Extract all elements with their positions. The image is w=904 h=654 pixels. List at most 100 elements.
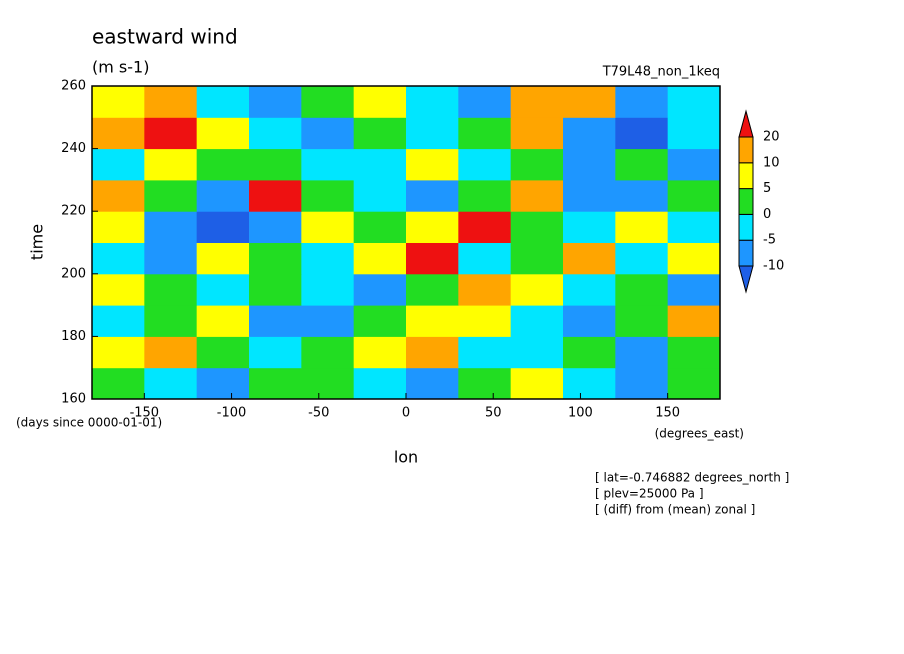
field-cell <box>615 242 669 275</box>
y-axis-label: time <box>28 224 47 260</box>
colorbar-label: 10 <box>763 155 780 170</box>
field-cell <box>92 179 145 212</box>
field-cell <box>615 117 669 150</box>
colorbar-label: 20 <box>763 130 780 145</box>
field-cell <box>458 273 512 306</box>
field-cell <box>144 148 198 181</box>
field-cell <box>406 86 459 118</box>
y-tick-label: 240 <box>61 141 86 156</box>
field-cell <box>249 305 302 337</box>
field-cell <box>667 117 721 150</box>
field-cell <box>249 273 302 306</box>
field-cell <box>563 211 616 243</box>
field-cell <box>510 305 564 337</box>
field-cell <box>510 86 564 118</box>
field-cell <box>196 242 250 275</box>
field-cell <box>92 305 145 337</box>
field-cell <box>144 179 198 212</box>
x-tick-label: 100 <box>568 406 593 421</box>
field-cell <box>196 367 250 400</box>
field-cell <box>510 148 564 181</box>
field-cell <box>92 148 145 181</box>
field-cell <box>92 86 145 118</box>
x-tick-label: -150 <box>130 406 160 421</box>
field-cell <box>249 336 302 369</box>
field-cell <box>249 242 302 275</box>
field-cell <box>615 86 669 118</box>
field-cell <box>667 367 721 400</box>
field-cell <box>196 117 250 150</box>
field-cell <box>249 148 302 181</box>
field-cell <box>144 117 198 150</box>
x-tick-label: 50 <box>485 406 502 421</box>
field-cell <box>301 86 355 118</box>
field-cell <box>92 336 145 369</box>
colorbar-segment <box>738 136 754 164</box>
dataset-label: T79L48_non_1keq <box>602 65 720 80</box>
field-cell <box>510 242 564 275</box>
field-cell <box>353 273 407 306</box>
field-cell <box>301 117 355 150</box>
field-cell <box>196 86 250 118</box>
field-cell <box>92 273 145 306</box>
field-cell <box>196 211 250 243</box>
colorbar-segment <box>738 162 754 190</box>
field-cell <box>92 211 145 243</box>
field-cell <box>196 148 250 181</box>
axes: -150 -100 -50 0 50 100 150160180200220240260-1… <box>61 79 784 421</box>
field-cell <box>353 117 407 150</box>
field-cell <box>563 117 616 150</box>
field-cell <box>406 305 459 337</box>
field-cell <box>406 211 459 243</box>
field-cell <box>301 273 355 306</box>
colorbar-label: 5 <box>763 181 771 196</box>
x-units: (degrees_east) <box>655 427 744 441</box>
colorbar-label: 0 <box>763 207 771 222</box>
field-cell <box>510 211 564 243</box>
y-tick-label: 220 <box>61 204 86 219</box>
field-cell <box>615 148 669 181</box>
annotation: [ (diff) from (mean) zonal ] <box>595 503 755 517</box>
field-cell <box>563 273 616 306</box>
field-cell <box>615 367 669 400</box>
field-cell <box>563 336 616 369</box>
field-cell <box>563 148 616 181</box>
field-cell <box>353 148 407 181</box>
x-tick-label: -50 <box>308 406 329 421</box>
field-cell <box>563 179 616 212</box>
units: (m s-1) <box>92 58 149 77</box>
field-cell <box>301 367 355 400</box>
field-cell <box>563 86 616 118</box>
field-cell <box>615 179 669 212</box>
field-cell <box>458 242 512 275</box>
field-cell <box>301 305 355 337</box>
field-cell <box>144 273 198 306</box>
field-cell <box>510 117 564 150</box>
field-cell <box>406 367 459 400</box>
field-cell <box>458 305 512 337</box>
field-cell <box>458 211 512 243</box>
field-cell <box>510 336 564 369</box>
field-cell <box>406 242 459 275</box>
colorbar-segment <box>738 213 754 241</box>
field-cell <box>458 367 512 400</box>
field-cell <box>92 367 145 400</box>
field-cell <box>196 273 250 306</box>
field-cell <box>615 336 669 369</box>
field-cell <box>458 117 512 150</box>
field-cell <box>144 211 198 243</box>
field-cell <box>615 273 669 306</box>
field-cell <box>667 148 721 181</box>
field-cell <box>406 336 459 369</box>
field-cell <box>196 179 250 212</box>
field <box>92 86 721 400</box>
field-cell <box>406 273 459 306</box>
field-cell <box>353 305 407 337</box>
field-cell <box>667 336 721 369</box>
field-cell <box>301 336 355 369</box>
field-cell <box>353 336 407 369</box>
x-tick-label: 150 <box>655 406 680 421</box>
annotation: [ lat=-0.746882 degrees_north ] <box>595 471 789 485</box>
field-cell <box>667 305 721 337</box>
